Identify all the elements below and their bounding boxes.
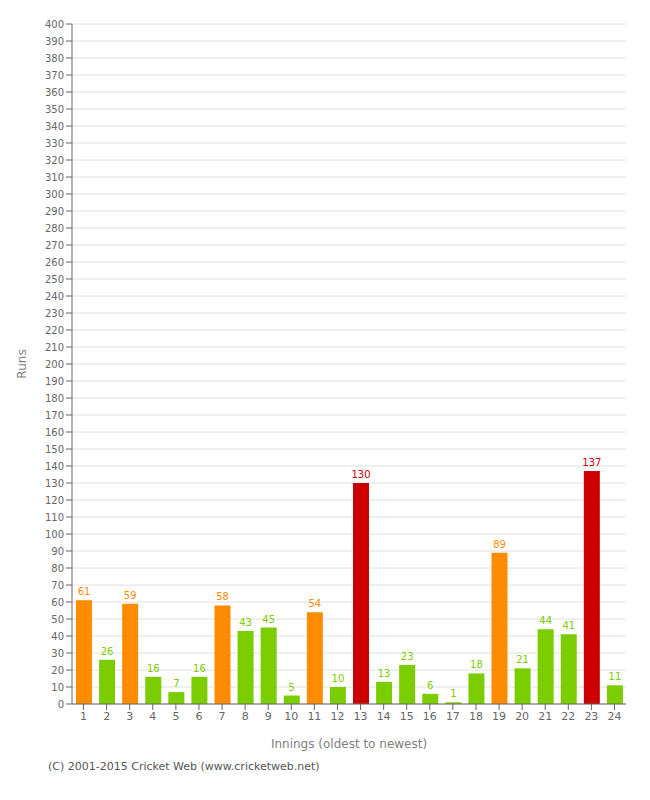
- svg-text:4: 4: [149, 710, 156, 723]
- svg-text:5: 5: [289, 682, 295, 693]
- svg-text:250: 250: [45, 274, 64, 285]
- svg-text:90: 90: [51, 546, 64, 557]
- svg-text:360: 360: [45, 87, 64, 98]
- svg-text:130: 130: [45, 478, 64, 489]
- svg-text:210: 210: [45, 342, 64, 353]
- svg-text:11: 11: [307, 710, 321, 723]
- svg-text:380: 380: [45, 53, 64, 64]
- svg-text:44: 44: [539, 615, 552, 626]
- svg-text:2: 2: [103, 710, 110, 723]
- svg-text:370: 370: [45, 70, 64, 81]
- svg-text:6: 6: [195, 710, 202, 723]
- svg-text:18: 18: [469, 710, 483, 723]
- svg-text:7: 7: [219, 710, 226, 723]
- svg-text:10: 10: [284, 710, 298, 723]
- svg-text:23: 23: [584, 710, 598, 723]
- svg-text:137: 137: [582, 457, 601, 468]
- svg-text:1: 1: [80, 710, 87, 723]
- svg-text:9: 9: [265, 710, 272, 723]
- svg-text:230: 230: [45, 308, 64, 319]
- svg-text:120: 120: [45, 495, 64, 506]
- svg-text:270: 270: [45, 240, 64, 251]
- svg-text:390: 390: [45, 36, 64, 47]
- svg-text:19: 19: [492, 710, 506, 723]
- svg-text:10: 10: [332, 673, 345, 684]
- svg-text:14: 14: [377, 710, 391, 723]
- svg-text:240: 240: [45, 291, 64, 302]
- svg-text:10: 10: [51, 682, 64, 693]
- svg-text:330: 330: [45, 138, 64, 149]
- svg-text:20: 20: [515, 710, 529, 723]
- svg-text:41: 41: [562, 620, 575, 631]
- svg-text:43: 43: [239, 617, 252, 628]
- svg-text:23: 23: [401, 651, 414, 662]
- html-text:(C) 2001-2015 Cricket Web (www: (C) 2001-2015 Cricket Web (www.cricketwe…: [48, 760, 320, 773]
- svg-text:8: 8: [242, 710, 249, 723]
- svg-text:12: 12: [330, 710, 344, 723]
- svg-text:150: 150: [45, 444, 64, 455]
- svg-text:16: 16: [147, 663, 160, 674]
- svg-text:130: 130: [351, 469, 370, 480]
- svg-text:170: 170: [45, 410, 64, 421]
- svg-text:15: 15: [400, 710, 414, 723]
- svg-text:17: 17: [446, 710, 460, 723]
- svg-text:Innings (oldest to newest): Innings (oldest to newest): [271, 737, 427, 751]
- svg-text:3: 3: [126, 710, 133, 723]
- svg-text:350: 350: [45, 104, 64, 115]
- svg-text:54: 54: [308, 598, 321, 609]
- svg-text:290: 290: [45, 206, 64, 217]
- svg-text:45: 45: [262, 614, 275, 625]
- svg-text:59: 59: [124, 590, 137, 601]
- svg-text:20: 20: [51, 665, 64, 676]
- svg-text:160: 160: [45, 427, 64, 438]
- svg-text:300: 300: [45, 189, 64, 200]
- svg-text:50: 50: [51, 614, 64, 625]
- svg-text:24: 24: [607, 710, 621, 723]
- svg-text:100: 100: [45, 529, 64, 540]
- svg-text:Runs: Runs: [15, 349, 29, 378]
- svg-text:140: 140: [45, 461, 64, 472]
- svg-text:18: 18: [470, 659, 483, 670]
- svg-text:400: 400: [45, 19, 64, 30]
- svg-text:22: 22: [561, 710, 575, 723]
- svg-text:220: 220: [45, 325, 64, 336]
- svg-text:5: 5: [172, 710, 179, 723]
- svg-text:1: 1: [450, 688, 456, 699]
- svg-text:340: 340: [45, 121, 64, 132]
- svg-text:16: 16: [193, 663, 206, 674]
- svg-text:16: 16: [423, 710, 437, 723]
- svg-text:21: 21: [516, 654, 529, 665]
- svg-text:6: 6: [427, 680, 433, 691]
- svg-text:13: 13: [354, 710, 368, 723]
- svg-text:280: 280: [45, 223, 64, 234]
- svg-text:260: 260: [45, 257, 64, 268]
- svg-text:21: 21: [538, 710, 552, 723]
- svg-text:7: 7: [173, 678, 179, 689]
- svg-text:0: 0: [58, 699, 64, 710]
- svg-text:89: 89: [493, 539, 506, 550]
- svg-text:200: 200: [45, 359, 64, 370]
- svg-text:11: 11: [609, 671, 622, 682]
- svg-text:180: 180: [45, 393, 64, 404]
- svg-text:58: 58: [216, 591, 229, 602]
- svg-text:310: 310: [45, 172, 64, 183]
- svg-text:60: 60: [51, 597, 64, 608]
- svg-text:110: 110: [45, 512, 64, 523]
- svg-text:320: 320: [45, 155, 64, 166]
- svg-text:190: 190: [45, 376, 64, 387]
- svg-text:61: 61: [78, 586, 91, 597]
- svg-text:13: 13: [378, 668, 391, 679]
- svg-text:30: 30: [51, 648, 64, 659]
- svg-text:40: 40: [51, 631, 64, 642]
- svg-text:70: 70: [51, 580, 64, 591]
- svg-text:80: 80: [51, 563, 64, 574]
- svg-text:26: 26: [101, 646, 114, 657]
